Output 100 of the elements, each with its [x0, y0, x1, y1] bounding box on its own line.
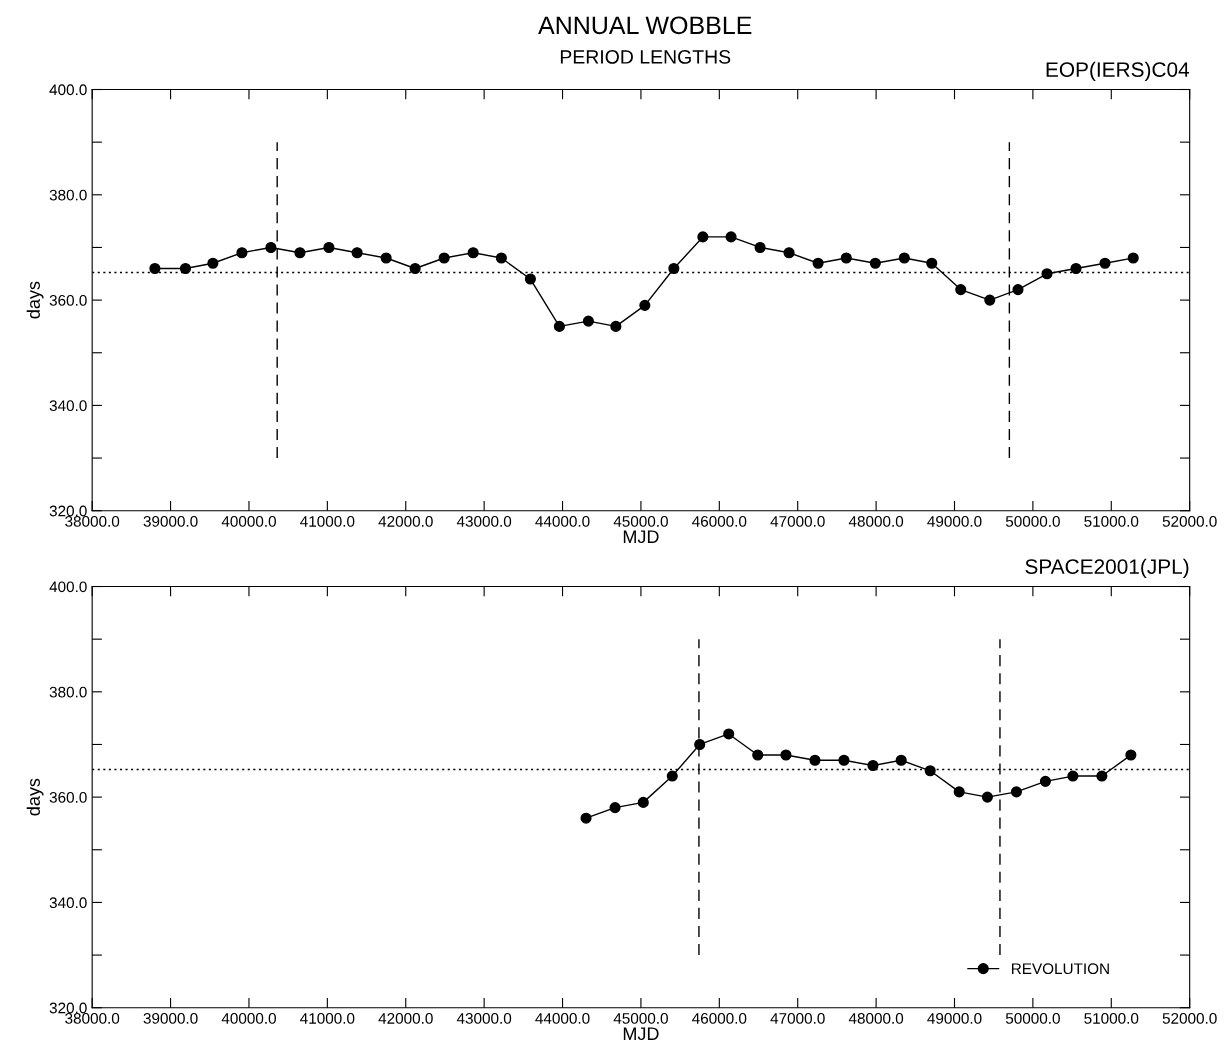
y-tick-label: 340.0: [49, 400, 87, 412]
x-tick-label: 41000.0: [300, 515, 355, 527]
point: [725, 231, 737, 243]
x-tick-label: 42000.0: [378, 515, 433, 527]
point: [840, 252, 852, 264]
point: [809, 754, 821, 766]
y-tick-label: 400.0: [49, 84, 87, 96]
x-tick-label: 47000.0: [770, 515, 825, 527]
point: [380, 252, 392, 264]
point: [1096, 770, 1108, 782]
x-tick-label: 39000.0: [143, 1012, 198, 1024]
x-axis-title: MJD: [623, 530, 659, 544]
point: [467, 247, 479, 259]
y-tick-label: 400.0: [49, 581, 87, 593]
point: [580, 812, 592, 824]
point: [639, 299, 651, 311]
x-tick-label: 45000.0: [613, 515, 668, 527]
point: [582, 315, 594, 327]
x-tick-label: 47000.0: [770, 1012, 825, 1024]
x-tick-label: 44000.0: [535, 1012, 590, 1024]
x-tick-label: 51000.0: [1084, 515, 1139, 527]
x-tick-label: 38000.0: [65, 1012, 120, 1024]
chart-subtitle: PERIOD LENGTHS: [560, 50, 731, 64]
x-tick-label: 49000.0: [927, 515, 982, 527]
point: [895, 754, 907, 766]
point: [236, 247, 248, 259]
point: [1041, 268, 1053, 280]
point: [1039, 775, 1051, 787]
point: [752, 749, 764, 761]
point: [1010, 786, 1022, 798]
point: [867, 759, 879, 772]
point: [666, 770, 678, 782]
x-tick-label: 51000.0: [1084, 1012, 1139, 1024]
y-tick-label: 380.0: [49, 189, 87, 201]
x-tick-label: 39000.0: [143, 515, 198, 527]
point: [780, 749, 792, 761]
y-axis-title: days: [26, 281, 44, 319]
chart-title: ANNUAL WOBBLE: [538, 16, 752, 35]
point: [1127, 252, 1139, 264]
x-tick-label: 52000.0: [1162, 1012, 1217, 1024]
point: [838, 754, 850, 766]
point: [812, 257, 824, 269]
y-tick-label: 320.0: [49, 1002, 87, 1014]
x-tick-label: 45000.0: [613, 1012, 668, 1024]
y-axis-title: days: [26, 778, 44, 816]
point: [981, 791, 993, 803]
x-tick-label: 40000.0: [221, 515, 276, 527]
x-tick-label: 43000.0: [456, 1012, 512, 1024]
x-tick-label: 48000.0: [848, 1012, 904, 1024]
x-tick-label: 43000.0: [456, 515, 512, 527]
point: [1067, 770, 1079, 782]
point: [294, 247, 306, 259]
point: [783, 247, 795, 259]
point: [438, 252, 450, 264]
y-tick-label: 360.0: [49, 294, 87, 306]
text: SPACE2001(JPL): [1025, 558, 1189, 579]
x-tick-label: 40000.0: [221, 1012, 276, 1024]
point: [323, 241, 335, 254]
text: EOP(IERS)C04: [1046, 61, 1190, 82]
point: [1125, 749, 1137, 761]
point: [668, 262, 680, 275]
point: [409, 262, 421, 275]
point: [697, 231, 709, 243]
point: [953, 786, 965, 798]
point: [609, 802, 621, 814]
x-tick-label: 50000.0: [1005, 515, 1060, 527]
x-tick-label: 52000.0: [1162, 515, 1217, 527]
x-tick-label: 42000.0: [378, 1012, 433, 1024]
x-tick-label: 41000.0: [300, 1012, 355, 1024]
point: [637, 796, 649, 808]
point: [553, 320, 565, 332]
x-axis-title: MJD: [623, 1027, 659, 1041]
point: [610, 320, 622, 332]
point: [1099, 257, 1111, 269]
point: [694, 738, 706, 751]
y-tick-label: 320.0: [49, 505, 87, 517]
point: [351, 247, 363, 259]
point: [1012, 284, 1024, 296]
point: [926, 257, 938, 269]
point: [149, 262, 161, 275]
point: [495, 252, 507, 264]
x-tick-label: 46000.0: [692, 1012, 747, 1024]
point: [984, 294, 996, 306]
y-tick-label: 340.0: [49, 897, 87, 909]
x-tick-label: 38000.0: [65, 515, 120, 527]
point: [265, 241, 277, 254]
point: [524, 273, 536, 285]
x-tick-label: 46000.0: [692, 515, 747, 527]
point: [869, 257, 881, 269]
y-tick-label: 360.0: [49, 791, 87, 803]
point: [754, 241, 766, 254]
legend-label: REVOLUTION: [1012, 963, 1109, 975]
point: [1070, 262, 1082, 275]
point: [955, 284, 967, 296]
x-tick-label: 50000.0: [1005, 1012, 1060, 1024]
x-tick-label: 49000.0: [927, 1012, 982, 1024]
point: [898, 252, 910, 264]
x-tick-label: 48000.0: [848, 515, 904, 527]
point: [179, 262, 192, 275]
y-tick-label: 380.0: [49, 686, 87, 698]
